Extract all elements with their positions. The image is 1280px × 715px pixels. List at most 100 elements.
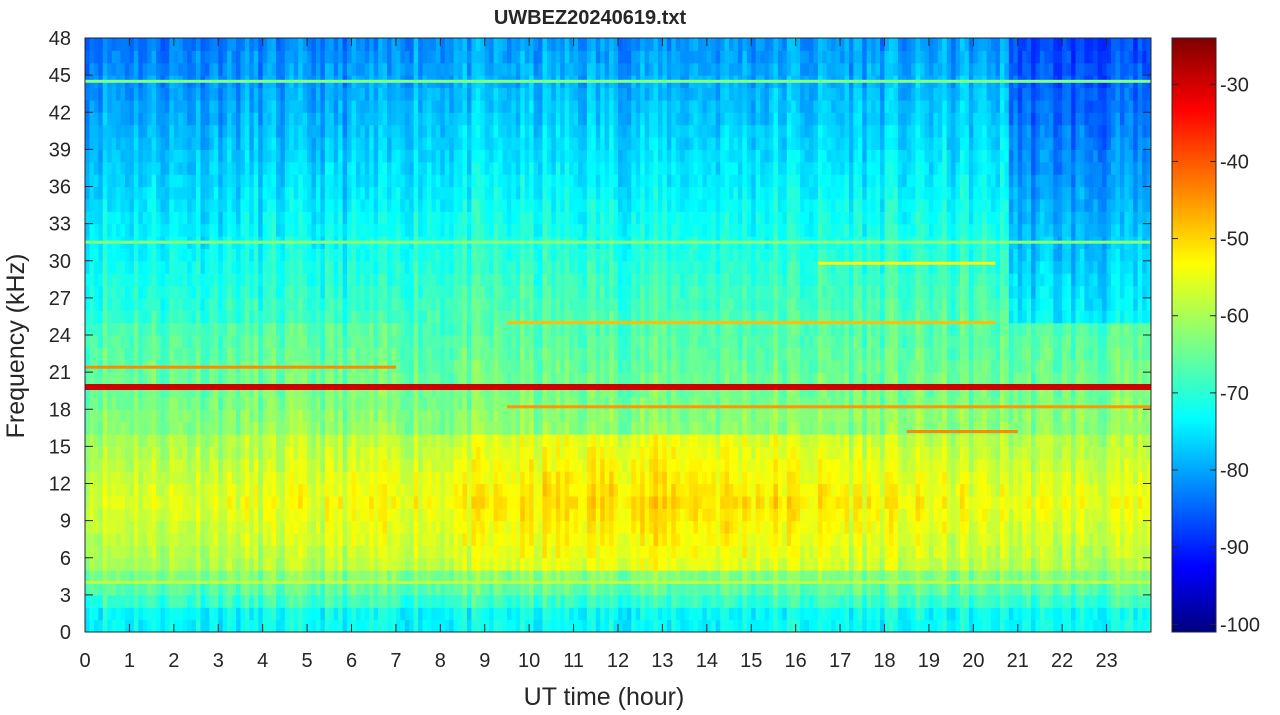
heatmap-cell — [515, 137, 521, 150]
heatmap-cell — [520, 260, 526, 274]
heatmap-cell — [342, 273, 348, 287]
heatmap-cell — [369, 260, 375, 274]
heatmap-cell — [280, 310, 286, 324]
heatmap-cell — [382, 322, 388, 336]
heatmap-cell — [147, 347, 153, 361]
heatmap-cell — [418, 248, 424, 262]
heatmap-cell — [324, 310, 330, 324]
heatmap-cell — [542, 310, 548, 324]
heatmap-cell — [315, 557, 322, 571]
heatmap-cell — [129, 87, 135, 101]
heatmap-cell — [138, 124, 144, 138]
heatmap-cell — [315, 372, 322, 386]
heatmap-cell — [342, 594, 348, 608]
heatmap-cell — [493, 38, 499, 51]
heatmap-cell — [93, 223, 99, 237]
heatmap-cell — [524, 223, 530, 237]
heatmap-cell — [164, 458, 170, 472]
heatmap-cell — [258, 471, 264, 485]
heatmap-cell — [147, 495, 153, 509]
heatmap-cell — [329, 285, 335, 299]
heatmap-cell — [191, 483, 197, 497]
heatmap-cell — [320, 508, 326, 522]
heatmap-cell — [85, 161, 91, 175]
heatmap-cell — [85, 372, 91, 386]
heatmap-cell — [395, 248, 401, 262]
heatmap-cell — [293, 533, 299, 546]
heatmap-cell — [533, 372, 539, 386]
heatmap-cell — [427, 50, 433, 64]
heatmap-cell — [449, 50, 455, 64]
heatmap-cell — [93, 384, 99, 398]
heatmap-cell — [449, 137, 455, 150]
heatmap-cell — [409, 607, 415, 621]
heatmap-cell — [236, 409, 242, 423]
heatmap-cell — [506, 260, 512, 274]
heatmap-cell — [164, 62, 170, 76]
heatmap-cell — [178, 161, 184, 175]
heatmap-cell — [533, 112, 539, 126]
heatmap-cell — [187, 372, 193, 386]
heatmap-cell — [529, 347, 535, 361]
heatmap-cell — [307, 533, 313, 546]
heatmap-cell — [89, 260, 95, 274]
heatmap-cell — [533, 211, 539, 225]
heatmap-cell — [102, 545, 108, 559]
heatmap-cell — [324, 409, 330, 423]
heatmap-cell — [200, 619, 206, 632]
heatmap-cell — [262, 99, 268, 113]
heatmap-cell — [191, 434, 197, 447]
heatmap-cell — [227, 99, 233, 113]
heatmap-cell — [524, 174, 530, 188]
heatmap-cell — [413, 62, 419, 76]
heatmap-cell — [409, 211, 415, 225]
heatmap-cell — [404, 396, 410, 410]
heatmap-cell — [422, 112, 428, 126]
heatmap-cell — [320, 322, 326, 336]
heatmap-cell — [444, 434, 450, 447]
heatmap-cell — [231, 223, 237, 237]
heatmap-cell — [475, 248, 481, 262]
heatmap-cell — [342, 99, 348, 113]
heatmap-cell — [267, 372, 273, 386]
heatmap-cell — [160, 99, 166, 113]
heatmap-cell — [138, 483, 144, 497]
heatmap-cell — [427, 570, 433, 584]
heatmap-cell — [400, 409, 406, 423]
heatmap-cell — [391, 520, 397, 534]
heatmap-cell — [142, 285, 148, 299]
heatmap-cell — [262, 38, 268, 51]
heatmap-cell — [542, 545, 548, 559]
heatmap-cell — [342, 260, 348, 274]
heatmap-cell — [227, 495, 233, 509]
heatmap-cell — [373, 495, 379, 509]
heatmap-cell — [351, 483, 357, 497]
heatmap-cell — [178, 50, 184, 64]
heatmap-cell — [280, 322, 286, 336]
heatmap-cell — [400, 198, 406, 212]
heatmap-cell — [458, 38, 464, 51]
heatmap-cell — [284, 520, 290, 534]
heatmap-cell — [315, 310, 322, 324]
heatmap-cell — [124, 434, 131, 447]
heatmap-cell — [236, 446, 242, 460]
heatmap-cell — [382, 384, 388, 398]
heatmap-cell — [387, 112, 393, 126]
heatmap-cell — [280, 347, 286, 361]
heatmap-cell — [213, 607, 219, 621]
heatmap-cell — [538, 396, 544, 410]
heatmap-cell — [236, 62, 242, 76]
heatmap-cell — [378, 137, 384, 150]
heatmap-cell — [355, 434, 361, 447]
heatmap-cell — [529, 62, 535, 76]
heatmap-cell — [280, 186, 286, 200]
heatmap-cell — [311, 421, 317, 435]
heatmap-cell — [85, 174, 91, 188]
heatmap-cell — [164, 582, 170, 596]
heatmap-cell — [320, 471, 326, 485]
heatmap-cell — [240, 545, 246, 559]
heatmap-cell — [431, 124, 437, 138]
heatmap-cell — [178, 248, 184, 262]
heatmap-cell — [364, 186, 370, 200]
heatmap-cell — [435, 149, 441, 163]
